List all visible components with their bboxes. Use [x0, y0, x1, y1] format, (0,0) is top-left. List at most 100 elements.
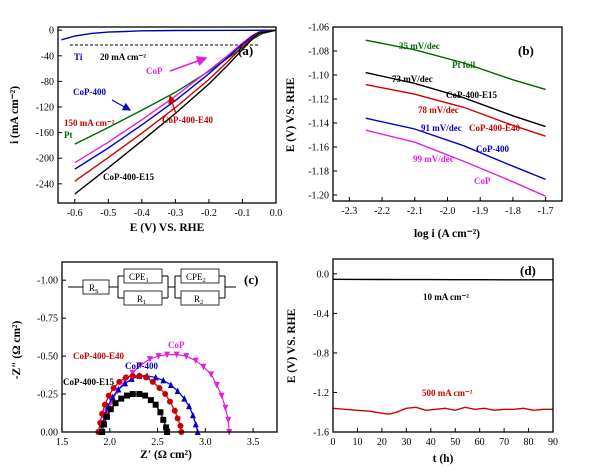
panel-c-series-line — [101, 393, 168, 433]
panel-c-ylabel: -Z″ (Ω cm²) — [11, 321, 23, 380]
panel-c-data-point — [177, 422, 184, 429]
panel-d-xtick-label: 20 — [377, 437, 387, 448]
panel-d-xtick-label: 60 — [475, 437, 485, 448]
panel-d-ytick-label: -1.2 — [313, 388, 329, 399]
panel-d-ylabel: E (V) VS. RHE — [286, 308, 298, 383]
panel-a-ytick-label: -200 — [36, 154, 54, 165]
panel-c-data-point — [110, 384, 117, 391]
panel-c-data-point — [146, 356, 153, 363]
panel-b-annotation-cop400-slope: 91 mV/dec — [421, 123, 462, 133]
panel-d-xtick-label: 30 — [401, 437, 411, 448]
panel-c-label-e15: CoP-400-E15 — [63, 377, 114, 387]
panel-b-xtick-label: -1.8 — [505, 206, 521, 217]
panel-c-data-point — [101, 421, 108, 428]
panel-c-data-point — [107, 406, 114, 413]
panel-c-data-point — [142, 392, 149, 399]
panel-c-data-point — [189, 411, 196, 419]
panel-d-xtick-label: 90 — [548, 437, 558, 448]
panel-b-ytick-label: -1.06 — [308, 23, 329, 34]
panel-d-xtick-label: 70 — [499, 437, 509, 448]
panel-c-label-cop: CoP — [168, 340, 185, 350]
panel-a-series-line — [74, 29, 277, 145]
panel-c-xtick-label: 3.0 — [199, 437, 212, 448]
panel-d-xtick-label: 40 — [426, 437, 436, 448]
panel-b-xtick-label: -2.3 — [341, 206, 357, 217]
panel-d-xtick-label: 10 — [352, 437, 362, 448]
panel-a-annotation-e40: CoP-400-E40 — [162, 115, 213, 125]
panel-c-data-point — [174, 387, 181, 395]
panel-a-frame — [57, 26, 277, 204]
panel-c: 1.5 2.0 2.5 3.0 3.50.00-0.25-0.50-0.75-1.00 … — [11, 261, 278, 461]
panel-a-xtick-label: -0.5 — [100, 208, 116, 219]
panel-c-letter: (c) — [244, 272, 258, 287]
panel-a-annotation-ti: Ti — [74, 52, 83, 62]
panel-b-ytick-label: -1.20 — [308, 191, 329, 202]
panel-c-data-point — [173, 351, 180, 359]
panel-c-data-point — [218, 392, 225, 400]
panel-b-annotation-e40-slope: 78 mV/dec — [418, 105, 459, 115]
panel-b-letter: (b) — [518, 43, 534, 58]
panel-b-xtick-label: -1.7 — [538, 206, 554, 217]
panel-a-xtick-label: -0.2 — [201, 208, 217, 219]
panel-c-data-point — [105, 392, 112, 399]
panel-a-plot: -0.6 -0.5 -0.4 -0.3 -0.2 -0.1 0.0 0 -40 -80 -120 -1… — [36, 26, 283, 219]
panel-c-data-point — [102, 401, 108, 408]
panel-b-annotation-cop-name: CoP — [474, 176, 491, 186]
panel-c-data-point — [149, 378, 156, 385]
panel-b-xlabel: log i (A cm⁻²) — [414, 228, 480, 240]
panel-d-frame — [332, 258, 554, 433]
panel-d-annotation-10: 10 mA cm⁻² — [423, 292, 469, 302]
panel-c-data-point — [123, 374, 130, 381]
svg-text:CPE1: CPE1 — [129, 272, 149, 284]
svg-text:R2: R2 — [194, 294, 203, 306]
panel-a-ytick-label: -40 — [41, 51, 54, 62]
panel-c-data-point — [112, 400, 119, 407]
panel-a-series-line — [74, 29, 277, 182]
panel-c-xtick-label: 2.0 — [104, 437, 117, 448]
panel-b-annotation-e15-slope: 73 mV/dec — [392, 74, 433, 84]
panel-d-letter: (d) — [520, 263, 536, 278]
panel-c-data-point — [186, 402, 193, 410]
panel-a-annotation-cop400: CoP-400 — [73, 87, 106, 97]
equivalent-circuit: RS CPE1 R1 CPE2 R2 — [68, 268, 236, 306]
panel-b-ytick-label: -1.18 — [308, 167, 329, 178]
panel-d-ytick-label: -1.6 — [313, 428, 329, 439]
panel-a-arrow-e40 — [168, 94, 177, 115]
panel-a-ytick-label: 0 — [49, 26, 54, 37]
panel-c-data-point — [99, 410, 106, 417]
panel-a-xlabel: E (V) VS. RHE — [130, 222, 205, 234]
panel-c-data-point — [157, 409, 164, 416]
panel-b-series-line — [365, 117, 546, 181]
panel-a-ytick-label: -240 — [36, 179, 54, 190]
panel-c-data-point — [181, 395, 188, 402]
panel-a-ytick-label: -120 — [36, 103, 54, 114]
panel-c-data-point — [171, 407, 178, 414]
panel-c-data-point — [123, 392, 130, 399]
panel-d-ytick-label: -0.4 — [313, 309, 329, 320]
panel-d-ytick-label: 0.0 — [317, 269, 330, 280]
panel-b-annotation-pt-name: Pt foil — [452, 60, 476, 70]
panel-c-frame — [61, 261, 278, 433]
panel-c-data-point — [155, 353, 162, 360]
panel-c-data-point — [208, 371, 215, 378]
panel-c-data-point — [166, 398, 173, 405]
panel-b-annotation-e40-name: CoP-400-E40 — [469, 123, 520, 133]
panel-c-data-point — [160, 416, 167, 423]
panel-b-annotation-cop400-name: CoP-400 — [476, 144, 509, 154]
panel-a-xtick-label: -0.1 — [235, 208, 251, 219]
panel-d-xtick-label: 0 — [331, 437, 336, 448]
panel-d-xtick-label: 80 — [524, 437, 534, 448]
panel-c-data-point — [167, 381, 174, 388]
panel-a-series-line — [61, 29, 277, 41]
panel-c-data-point — [174, 415, 181, 422]
panel-b-ytick-label: -1.12 — [308, 95, 329, 106]
panel-a-series-line — [74, 29, 277, 195]
panel-a-series-line — [74, 29, 277, 170]
panel-c-data-point — [162, 391, 169, 398]
panel-c-data-point — [129, 391, 136, 398]
panel-b-xtick-label: -2.1 — [407, 206, 423, 217]
panel-a-annotation-cop: CoP — [146, 66, 163, 76]
panel-a: -0.6 -0.5 -0.4 -0.3 -0.2 -0.1 0.0 0 -40 -80 -120 -1… — [9, 26, 282, 234]
panel-a-xtick-label: -0.4 — [134, 208, 150, 219]
